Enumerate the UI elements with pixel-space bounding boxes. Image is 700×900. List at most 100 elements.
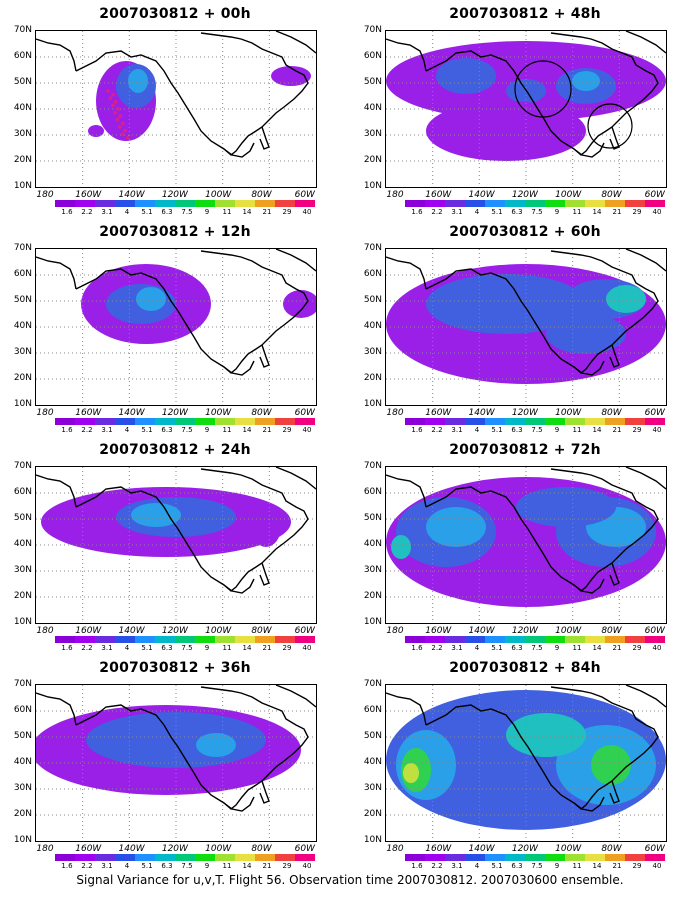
colorbar-swatch xyxy=(75,636,95,643)
latitude-label: 70N xyxy=(13,679,32,689)
variance-contour xyxy=(128,69,148,93)
colorbar-swatch xyxy=(195,200,215,207)
longitude-label: 160W xyxy=(75,408,102,418)
flight-track-point xyxy=(118,125,122,129)
colorbar-label: 4 xyxy=(474,644,480,652)
colorbar-label: 7.5 xyxy=(181,644,193,652)
latitude-label: 30N xyxy=(363,347,382,357)
field-svg xyxy=(386,249,666,405)
colorbar-label: 3.1 xyxy=(101,208,113,216)
colorbar-swatch xyxy=(155,854,175,861)
colorbar-label: 3.1 xyxy=(451,208,463,216)
colorbar-label: 5.1 xyxy=(141,862,153,870)
colorbar-swatch xyxy=(155,636,175,643)
colorbar-label: 4 xyxy=(124,208,130,216)
colorbar-label: 2.2 xyxy=(431,208,443,216)
variance-contour xyxy=(88,125,104,137)
colorbar-label: 21 xyxy=(262,862,272,870)
colorbar-swatch xyxy=(75,854,95,861)
colorbar-label: 14 xyxy=(242,208,252,216)
latitude-label: 50N xyxy=(363,77,382,87)
colorbar-label: 21 xyxy=(262,426,272,434)
longitude-label: 120W xyxy=(511,844,538,854)
longitude-label: 60W xyxy=(644,626,665,636)
coastline xyxy=(275,31,316,54)
variance-contour xyxy=(516,487,616,527)
colorbar-swatch xyxy=(505,854,525,861)
longitude-label: 100W xyxy=(205,190,232,200)
colorbar-label: 21 xyxy=(612,426,622,434)
flight-track-point xyxy=(108,96,113,100)
colorbar-label: 40 xyxy=(302,862,312,870)
coastline xyxy=(625,249,666,272)
colorbar-label: 14 xyxy=(592,862,602,870)
map-plot xyxy=(385,248,667,406)
latitude-label: 40N xyxy=(13,757,32,767)
variance-contour xyxy=(426,274,586,334)
field-svg xyxy=(386,685,666,841)
colorbar-label: 7.5 xyxy=(531,208,543,216)
colorbar-label: 1.6 xyxy=(411,644,423,652)
longitude-label: 120W xyxy=(511,408,538,418)
coastline xyxy=(609,344,620,368)
colorbar-label: 14 xyxy=(242,862,252,870)
colorbar-swatch xyxy=(115,636,135,643)
colorbar-label: 9 xyxy=(204,426,210,434)
variance-contour xyxy=(546,314,626,354)
colorbar-label: 6.3 xyxy=(511,862,523,870)
colorbar-swatch xyxy=(485,200,505,207)
colorbar-swatch xyxy=(465,636,485,643)
coastline xyxy=(223,796,255,812)
longitude-label: 60W xyxy=(644,190,665,200)
colorbar-label: 3.1 xyxy=(451,644,463,652)
latitude-label: 50N xyxy=(363,731,382,741)
latitude-label: 50N xyxy=(363,295,382,305)
colorbar-label: 6.3 xyxy=(161,208,173,216)
longitude-label: 160W xyxy=(425,408,452,418)
coastline xyxy=(75,686,309,810)
flight-track-point xyxy=(106,89,110,93)
coastline xyxy=(573,360,605,376)
longitude-label: 180 xyxy=(36,190,54,200)
latitude-label: 70N xyxy=(363,25,382,35)
colorbar xyxy=(405,636,665,643)
coastline xyxy=(573,578,605,594)
colorbar-swatch xyxy=(295,854,315,861)
colorbar-label: 29 xyxy=(282,208,292,216)
variance-contour xyxy=(136,287,166,311)
longitude-label: 60W xyxy=(294,626,315,636)
colorbar-label: 4 xyxy=(474,426,480,434)
colorbar-swatch xyxy=(605,200,625,207)
longitude-label: 80W xyxy=(601,626,622,636)
latitude-label: 10N xyxy=(13,399,32,409)
colorbar-label: 6.3 xyxy=(161,644,173,652)
colorbar-label: 3.1 xyxy=(451,426,463,434)
flight-track-point xyxy=(125,136,130,140)
colorbar-label: 1.6 xyxy=(61,644,73,652)
longitude-label: 140W xyxy=(118,408,145,418)
longitude-label: 180 xyxy=(386,626,404,636)
longitude-label: 160W xyxy=(425,626,452,636)
coastline xyxy=(259,126,270,150)
colorbar-label: 21 xyxy=(612,862,622,870)
flight-track-point xyxy=(120,132,125,136)
longitude-label: 80W xyxy=(601,408,622,418)
longitude-label: 100W xyxy=(205,626,232,636)
colorbar-swatch xyxy=(255,636,275,643)
colorbar-swatch xyxy=(645,418,665,425)
variance-contour xyxy=(591,745,631,785)
field-svg xyxy=(36,31,316,187)
colorbar-label: 9 xyxy=(554,208,560,216)
colorbar-label: 9 xyxy=(204,208,210,216)
colorbar-label: 9 xyxy=(204,644,210,652)
coastline xyxy=(609,562,620,586)
colorbar-swatch xyxy=(75,200,95,207)
coastline xyxy=(386,474,427,508)
target-region-circle xyxy=(587,103,633,149)
colorbar-label: 21 xyxy=(262,644,272,652)
colorbar-label: 2.2 xyxy=(81,644,93,652)
longitude-label: 140W xyxy=(118,626,145,636)
latitude-label: 40N xyxy=(13,539,32,549)
colorbar-swatch xyxy=(55,854,75,861)
map-plot xyxy=(35,684,317,842)
